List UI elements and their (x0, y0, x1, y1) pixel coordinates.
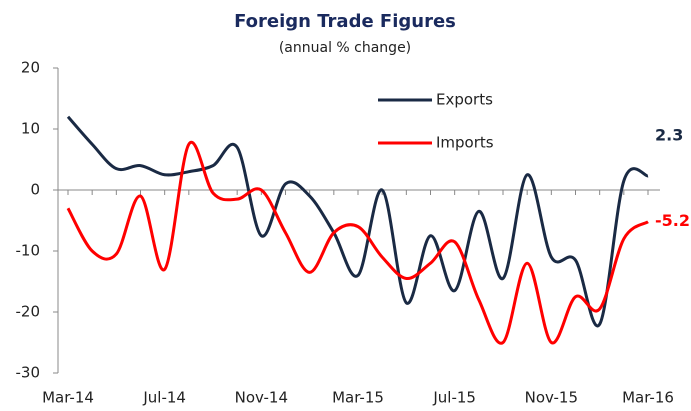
x-tick-label: Mar-15 (332, 389, 384, 407)
line-series (66, 115, 649, 328)
line-series (66, 140, 649, 345)
end-label: 2.3 (655, 125, 683, 144)
x-tick-label: Nov-14 (235, 389, 288, 407)
y-tick-label: 0 (30, 181, 40, 199)
y-tick-label: -20 (16, 303, 41, 321)
x-tick-label: Mar-16 (622, 389, 674, 407)
y-tick-label: -30 (16, 364, 41, 382)
y-tick-label: 10 (21, 120, 40, 138)
end-label: -5.2 (655, 211, 690, 230)
chart-title: Foreign Trade Figures (234, 11, 456, 32)
y-tick-label: 20 (21, 59, 40, 77)
x-tick-label: Mar-14 (42, 389, 94, 407)
legend-label: Exports (436, 91, 493, 109)
x-tick-label: Jul-15 (432, 389, 476, 407)
y-tick-label: -10 (16, 242, 41, 260)
x-tick-label: Nov-15 (525, 389, 578, 407)
chart-subtitle: (annual % change) (279, 40, 411, 56)
legend-label: Imports (436, 134, 494, 152)
x-tick-label: Jul-14 (142, 389, 186, 407)
